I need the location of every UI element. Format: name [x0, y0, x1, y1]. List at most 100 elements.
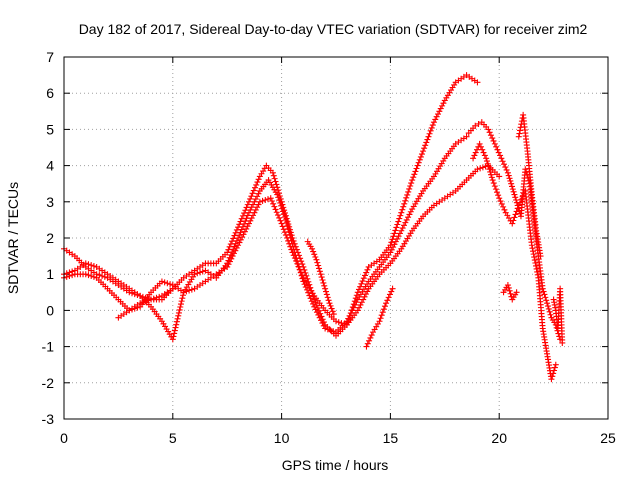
- data-point: [407, 183, 414, 190]
- data-point: [272, 206, 279, 213]
- data-point: [399, 225, 406, 232]
- data-point: [507, 290, 514, 297]
- data-point: [341, 320, 348, 327]
- data-point: [238, 226, 245, 233]
- data-point: [354, 307, 361, 314]
- data-point: [532, 260, 539, 267]
- data-point: [319, 276, 326, 283]
- data-point: [353, 299, 360, 306]
- data-point: [194, 270, 201, 277]
- data-point: [324, 294, 331, 301]
- data-point: [281, 214, 288, 221]
- data-point: [145, 297, 152, 304]
- data-point: [226, 258, 233, 265]
- data-point: [294, 260, 301, 267]
- grid-lines: [64, 57, 608, 419]
- data-point: [505, 284, 512, 291]
- data-point: [483, 155, 490, 162]
- series-9: [500, 282, 520, 303]
- data-point: [244, 201, 251, 208]
- data-point: [548, 376, 555, 383]
- data-point: [383, 300, 390, 307]
- data-point: [523, 169, 530, 176]
- data-point: [167, 281, 174, 288]
- data-point: [285, 237, 292, 244]
- data-point: [362, 291, 369, 298]
- data-point: [315, 262, 322, 269]
- data-point: [394, 221, 401, 228]
- y-tick-label: 3: [46, 194, 54, 210]
- data-point: [249, 190, 256, 197]
- data-point: [543, 297, 550, 304]
- data-point: [224, 263, 231, 270]
- data-point: [176, 306, 183, 313]
- data-point: [293, 257, 300, 264]
- data-point: [161, 279, 168, 286]
- data-point: [388, 239, 395, 246]
- data-point: [357, 301, 364, 308]
- data-point: [531, 254, 538, 261]
- data-point: [82, 271, 89, 278]
- data-point: [407, 208, 414, 215]
- data-point: [510, 217, 517, 224]
- data-point: [175, 309, 182, 316]
- data-point: [549, 373, 556, 380]
- data-point: [356, 304, 363, 311]
- data-point: [550, 370, 557, 377]
- data-point: [481, 152, 488, 159]
- data-point: [63, 273, 70, 280]
- data-point: [390, 244, 397, 251]
- data-point: [500, 161, 507, 168]
- data-point: [427, 127, 434, 134]
- data-point: [254, 179, 261, 186]
- data-point: [274, 191, 281, 198]
- x-axis-label: GPS time / hours: [282, 457, 389, 473]
- data-point: [406, 185, 413, 192]
- data-point: [173, 318, 180, 325]
- data-point: [415, 159, 422, 166]
- data-point: [401, 222, 407, 229]
- data-point: [364, 266, 371, 273]
- data-point: [179, 295, 186, 302]
- data-point: [274, 212, 281, 219]
- data-point: [379, 309, 386, 316]
- data-point: [244, 212, 251, 219]
- data-point: [158, 278, 165, 285]
- series-5: [470, 140, 559, 383]
- data-point: [314, 259, 321, 266]
- data-point: [310, 300, 317, 307]
- data-point: [322, 288, 329, 295]
- data-point: [326, 300, 333, 307]
- data-point: [432, 116, 439, 123]
- data-point: [142, 298, 149, 305]
- data-point: [530, 251, 537, 258]
- data-point: [487, 132, 494, 139]
- data-point: [317, 271, 324, 278]
- data-point: [488, 171, 495, 178]
- data-point: [276, 214, 283, 221]
- data-point: [392, 238, 399, 245]
- data-point: [329, 308, 336, 315]
- data-point: [418, 151, 425, 158]
- data-point: [299, 272, 306, 279]
- data-point: [491, 140, 498, 147]
- data-point: [232, 247, 239, 254]
- data-point: [393, 224, 400, 231]
- data-point: [381, 303, 388, 310]
- data-point: [171, 327, 178, 334]
- data-point: [546, 308, 553, 315]
- data-point: [330, 311, 337, 318]
- data-point: [484, 160, 491, 167]
- y-tick-label: 2: [46, 230, 54, 246]
- data-point: [510, 188, 517, 195]
- data-point: [366, 337, 373, 344]
- data-point: [506, 287, 513, 294]
- data-point: [323, 291, 330, 298]
- data-point: [377, 315, 384, 322]
- data-point: [85, 272, 92, 279]
- data-point: [388, 246, 395, 253]
- data-point: [504, 282, 511, 289]
- series-7: [115, 285, 176, 321]
- data-point: [534, 268, 541, 275]
- data-point: [545, 305, 552, 312]
